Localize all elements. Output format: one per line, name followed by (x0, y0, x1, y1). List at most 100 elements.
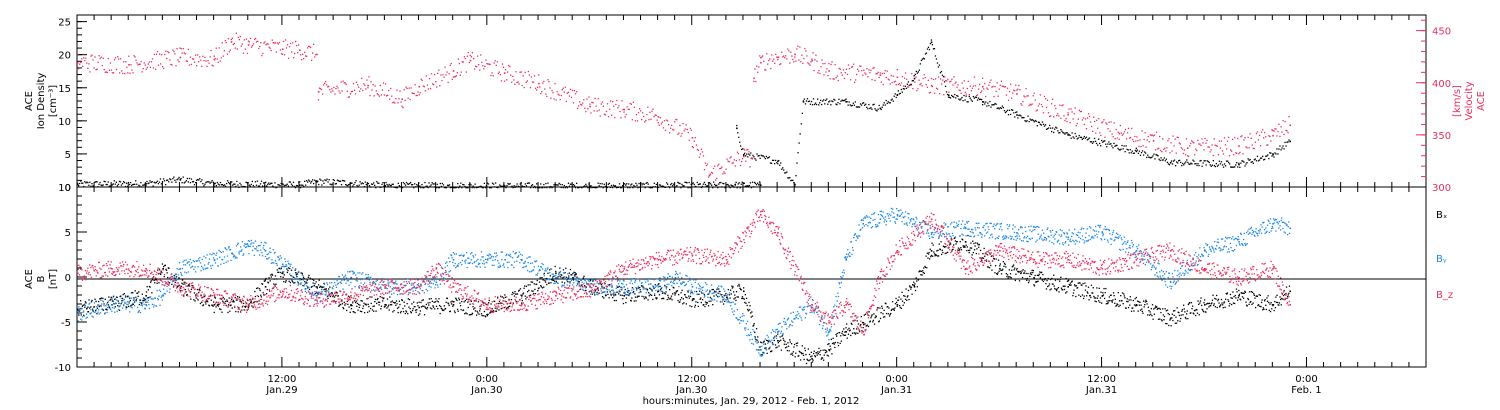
ion-density-point (168, 181, 170, 183)
bx-point (561, 274, 563, 276)
bx-point (187, 284, 190, 286)
bx-point (849, 330, 851, 332)
ion-density-point (175, 181, 177, 183)
bx-point (160, 270, 162, 272)
bx-point (1150, 308, 1152, 310)
velocity-point (459, 74, 461, 76)
velocity-point (933, 92, 936, 94)
bx-point (367, 311, 369, 313)
velocity-point (983, 88, 985, 90)
ion-density-point (1100, 145, 1102, 147)
ion-density-point (471, 187, 473, 189)
bx-point (290, 269, 293, 271)
bx-point (1108, 296, 1110, 298)
by-point (207, 263, 209, 265)
ion-density-point (90, 185, 92, 187)
ion-density-point (1018, 114, 1020, 117)
velocity-point (467, 51, 469, 54)
velocity-point (544, 88, 546, 90)
bx-point (1015, 269, 1018, 271)
velocity-point (803, 57, 805, 60)
bx-point-key (521, 295, 523, 297)
ion-density-point (109, 185, 111, 187)
bx-point (718, 288, 720, 290)
ion-density-point (680, 187, 682, 189)
velocity-point (914, 81, 916, 83)
ion-density-point (687, 187, 689, 189)
bx-point (735, 299, 737, 302)
velocity-point (425, 75, 428, 77)
ion-density-point (751, 181, 754, 183)
bx-point (146, 286, 148, 288)
ion-density-point (1058, 132, 1060, 134)
bx-point-key (145, 295, 147, 297)
velocity-point (895, 84, 897, 86)
bx-point (1013, 269, 1015, 271)
ion-density-point (636, 184, 638, 186)
by-point (198, 258, 200, 260)
ion-density-point (1165, 158, 1167, 160)
ion-density-point (587, 187, 589, 189)
velocity-point (1277, 130, 1279, 133)
bx-point (543, 272, 545, 275)
ion-density-point (1146, 156, 1148, 159)
bx-point (830, 348, 832, 350)
by-point (200, 270, 202, 272)
by-point (148, 303, 150, 306)
bx-point (290, 274, 292, 277)
velocity-point (764, 69, 766, 71)
velocity-point (760, 57, 762, 59)
velocity-point (1006, 87, 1009, 89)
velocity-point (182, 48, 184, 50)
bx-point (1042, 280, 1045, 283)
bx-point (879, 307, 881, 309)
bx-point (371, 309, 374, 311)
bx-point (864, 323, 866, 325)
bx-point (786, 349, 788, 352)
bx-point (913, 281, 915, 283)
ion-density-point (766, 157, 769, 159)
bx-point (771, 342, 774, 344)
ion-density-point (284, 184, 286, 186)
by-point (99, 304, 101, 306)
velocity-point (1272, 129, 1274, 132)
ion-density-point-key (77, 183, 79, 186)
ion-density-point (1190, 162, 1192, 164)
bx-point (85, 302, 87, 304)
ion-density-point (753, 181, 756, 184)
bx-point (441, 308, 443, 310)
velocity-point (579, 101, 581, 103)
by-point (274, 251, 276, 254)
velocity-point (1053, 116, 1055, 118)
velocity-point (167, 51, 169, 53)
ion-density-point (390, 185, 392, 187)
velocity-point (405, 86, 407, 88)
bx-point (305, 281, 308, 283)
bx-point (434, 308, 436, 310)
ion-density-point (136, 183, 138, 185)
bx-point (726, 296, 728, 298)
by-point (91, 315, 93, 317)
bx-point (1251, 303, 1253, 305)
ion-density-point (117, 183, 120, 185)
bx-point (1059, 280, 1061, 282)
velocity-point (1025, 88, 1027, 90)
ion-density-point (756, 153, 758, 155)
velocity-point (1046, 99, 1049, 101)
velocity-point (406, 87, 408, 90)
velocity-point-key (691, 137, 694, 139)
velocity-point (735, 160, 737, 162)
bx-point (1259, 294, 1261, 296)
ion-density-point (724, 187, 726, 189)
ion-density-point (1013, 112, 1015, 114)
velocity-point (726, 158, 728, 160)
bx-point (139, 299, 142, 301)
ion-density-point (703, 181, 706, 184)
velocity-point (958, 89, 960, 91)
bx-point (921, 274, 923, 276)
ion-density-point (508, 183, 510, 185)
velocity-point (228, 51, 230, 53)
bx-point (412, 308, 414, 310)
bx-point (338, 304, 341, 306)
bx-point (180, 285, 182, 287)
